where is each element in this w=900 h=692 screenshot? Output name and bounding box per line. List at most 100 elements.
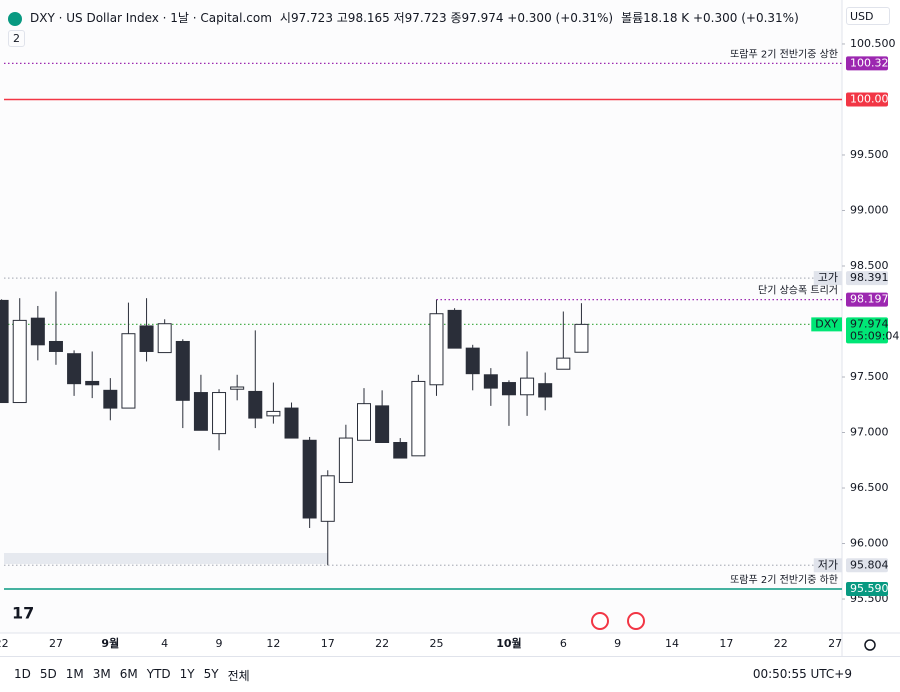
range-button[interactable]: 1Y xyxy=(179,667,195,681)
ohlc: 시97.723 고98.165 저97.723 종97.974 +0.300 (… xyxy=(279,11,614,25)
candle-body xyxy=(357,403,371,441)
candle-body xyxy=(447,309,462,349)
x-tick-label: 14 xyxy=(665,637,679,650)
y-tick-label: 98.500 xyxy=(850,259,889,272)
candle-body xyxy=(501,382,516,396)
x-tick-label: 6 xyxy=(560,637,567,650)
candle-body xyxy=(12,319,27,404)
candle-body xyxy=(302,439,317,519)
line-name: 저가 xyxy=(818,558,838,571)
candle-body xyxy=(139,325,154,352)
price-tag-label: 98.197 xyxy=(850,293,889,306)
range-button[interactable]: 6M xyxy=(119,667,138,681)
x-tick-label: 27 xyxy=(49,637,63,650)
range-button[interactable]: 5Y xyxy=(203,667,219,681)
candle-body xyxy=(212,392,227,435)
candle-body xyxy=(284,407,299,439)
line-name: DXY xyxy=(815,317,838,330)
candle-body xyxy=(483,374,498,389)
price-tag xyxy=(846,56,888,71)
y-tick-label: 96.500 xyxy=(850,481,889,494)
price-tag xyxy=(846,317,888,344)
candle-body xyxy=(85,380,100,386)
candle-body xyxy=(556,357,571,370)
range-button[interactable]: 1D xyxy=(14,667,31,681)
volume: 볼륨18.18 K +0.300 (+0.31%) xyxy=(621,11,799,25)
symbol[interactable]: DXY · US Dollar Index · 1날 · Capital.com xyxy=(30,11,272,25)
x-tick-label: 12 xyxy=(266,637,280,650)
candle-body xyxy=(538,383,553,398)
clock: 00:50:55 UTC+9 xyxy=(752,667,852,681)
line-name-tag xyxy=(813,271,842,286)
countdown: 05:09:04 xyxy=(850,329,899,342)
price-tag-label: 100.000 xyxy=(850,92,896,105)
x-tick-label: 25 xyxy=(429,637,443,650)
x-tick-label: 27 xyxy=(828,637,842,650)
line-name-tag xyxy=(811,317,842,332)
price-tag-label: 95.590 xyxy=(850,582,889,595)
candle-body xyxy=(48,340,63,352)
event-icon[interactable] xyxy=(591,612,609,630)
currency[interactable]: USD xyxy=(846,7,890,25)
line-name: 또람푸 2기 전반기중 상한 xyxy=(730,47,838,60)
event-icon[interactable] xyxy=(627,612,645,630)
x-tick-label: 22 xyxy=(0,637,9,650)
candle-body xyxy=(175,340,190,401)
price-tag xyxy=(846,558,888,573)
candle-body xyxy=(574,323,589,353)
candle-body xyxy=(375,405,390,444)
candle-body xyxy=(121,333,136,409)
line-name: 단기 상승폭 트리거 xyxy=(758,285,838,297)
x-tick-label: 9월 xyxy=(101,636,119,650)
candle-body xyxy=(393,442,408,459)
x-tick-label: 9 xyxy=(614,637,621,650)
x-tick-label: 22 xyxy=(774,637,788,650)
range-button[interactable]: 5D xyxy=(39,667,57,681)
y-tick-label: 100.500 xyxy=(850,37,896,50)
y-tick-label: 96.000 xyxy=(850,537,889,550)
y-tick-label: 97.500 xyxy=(850,370,889,383)
price-tag xyxy=(846,292,888,307)
price-tag-label: 97.974 xyxy=(850,317,889,330)
y-tick-label: 97.000 xyxy=(850,426,889,439)
candle-body xyxy=(30,317,45,346)
range-button[interactable]: 3M xyxy=(92,667,111,681)
price-tag xyxy=(846,271,888,286)
candle-body xyxy=(465,347,480,375)
candle-body xyxy=(266,410,281,417)
symbol-icon xyxy=(8,11,22,26)
x-tick-label: 17 xyxy=(719,637,733,650)
price-tag-label: 95.804 xyxy=(850,558,889,571)
x-tick-label: 10월 xyxy=(496,636,521,650)
candle-body xyxy=(157,323,172,354)
range-button[interactable]: YTD xyxy=(146,667,171,681)
price-tag-label: 98.391 xyxy=(850,271,889,284)
plot-bg xyxy=(0,0,842,633)
candle-body xyxy=(411,380,426,457)
chart: 17 95.50096.00096.50097.00097.50098.5009… xyxy=(0,0,900,656)
svg-text:17: 17 xyxy=(12,604,34,623)
candle-body xyxy=(248,390,263,419)
line-name-tag xyxy=(813,558,842,573)
candle-body xyxy=(0,299,9,404)
indicator-toggle[interactable]: 2 xyxy=(8,30,25,47)
price-tag xyxy=(846,92,888,107)
price-tag-label: 100.325 xyxy=(850,56,896,69)
range-button[interactable]: 1M xyxy=(65,667,84,681)
x-tick-label: 22 xyxy=(375,637,389,650)
line-name: 또람푸 2기 전반기중 하한 xyxy=(730,573,838,586)
candle-body xyxy=(230,386,245,390)
candle-body xyxy=(429,313,444,386)
candle-body xyxy=(320,475,335,522)
x-tick-label: 17 xyxy=(321,637,335,650)
candle-body xyxy=(338,437,353,483)
candle-body xyxy=(520,377,535,396)
range-button[interactable]: 전체 xyxy=(227,669,250,683)
candle-body xyxy=(103,389,118,409)
line-name: 고가 xyxy=(818,271,838,284)
candle-body xyxy=(67,353,82,385)
settings-icon[interactable] xyxy=(864,639,876,651)
x-tick-label: 9 xyxy=(216,637,223,650)
y-tick-label: 99.000 xyxy=(850,203,889,216)
